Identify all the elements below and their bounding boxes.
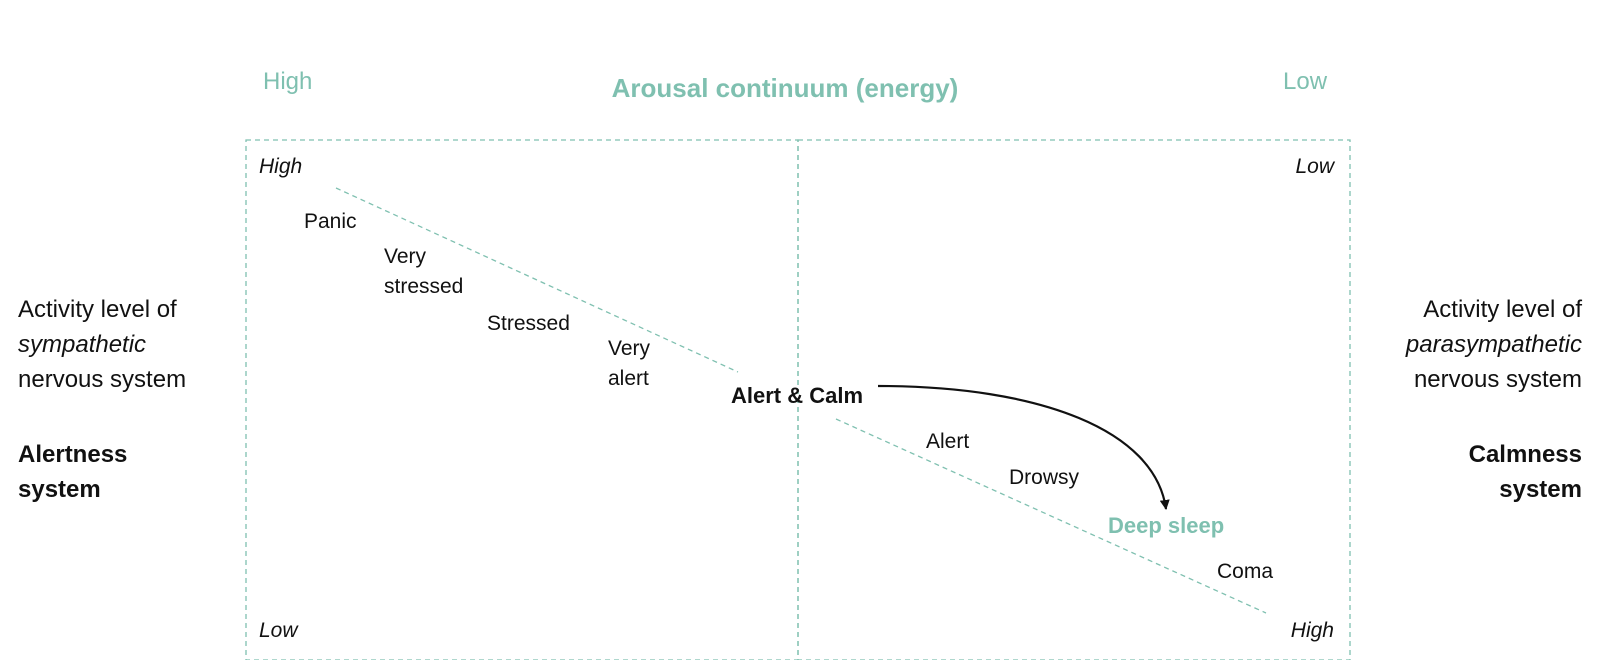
arousal-low-label: Low	[1283, 68, 1328, 95]
calm-to-deep-sleep-arrow	[877, 384, 1170, 510]
state-coma: Coma	[1217, 560, 1274, 583]
state-panic: Panic	[304, 210, 357, 233]
right-panel-low-corner: Low	[1295, 155, 1334, 178]
right-panel-border	[797, 139, 1351, 660]
state-very-stressed: Very stressed	[384, 245, 464, 298]
state-deep-sleep: Deep sleep	[1108, 513, 1225, 538]
state-stressed: Stressed	[487, 312, 570, 335]
left-panel-low-corner: Low	[259, 619, 298, 642]
left-panel-high-corner: High	[259, 155, 303, 178]
arousal-high-label: High	[263, 68, 313, 95]
alertness-system-label: Alertness system	[18, 441, 128, 503]
parasympathetic-diagonal-line	[835, 418, 1267, 614]
calmness-system-label: Calmness system	[1468, 441, 1582, 503]
state-drowsy: Drowsy	[1009, 466, 1080, 489]
state-alert: Alert	[926, 430, 970, 453]
arousal-axis-title: Arousal continuum (energy)	[611, 73, 959, 103]
right-panel-high-corner: High	[1290, 619, 1334, 642]
state-alert-and-calm: Alert & Calm	[731, 383, 864, 408]
state-very-alert: Very alert	[608, 337, 651, 390]
parasympathetic-activity-label: Activity level of parasympathetic nervou…	[1405, 296, 1582, 393]
sympathetic-activity-label: Activity level of sympathetic nervous sy…	[18, 296, 187, 393]
sympathetic-diagonal-line	[335, 187, 739, 373]
